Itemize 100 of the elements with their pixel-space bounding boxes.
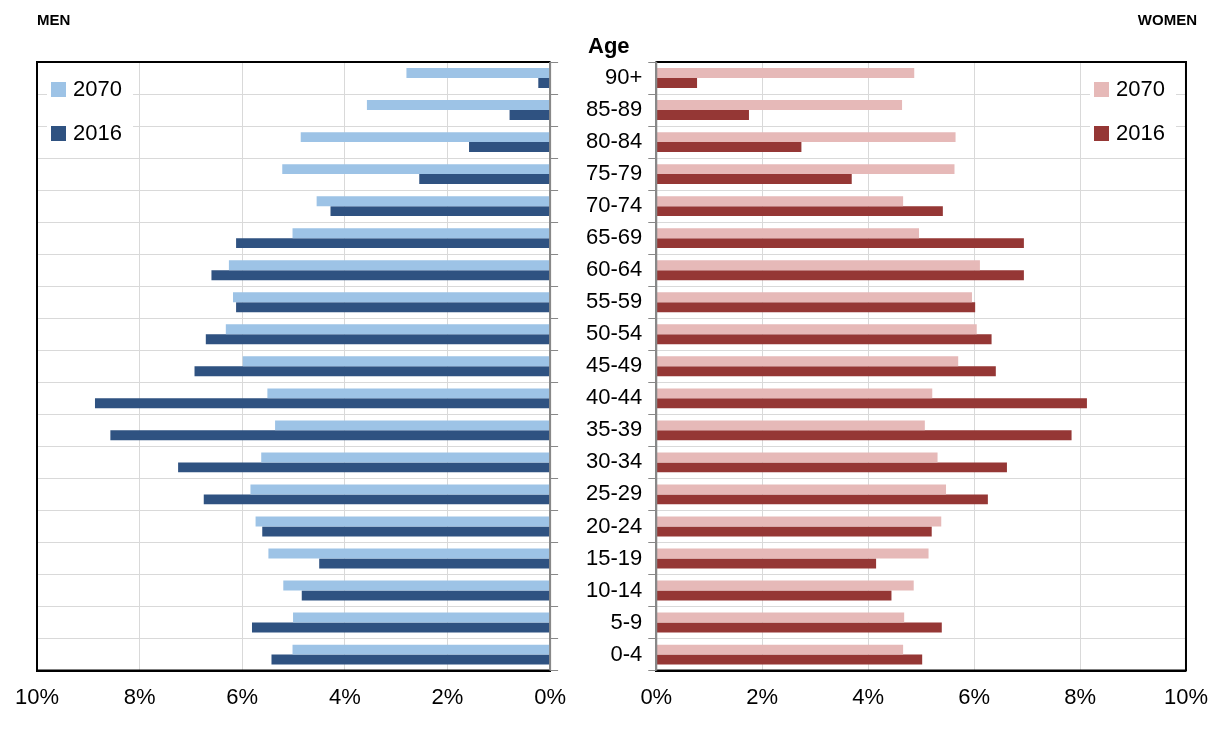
- bar: [656, 68, 915, 79]
- bar: [656, 78, 698, 88]
- x-tick-label: 6%: [226, 683, 259, 709]
- y-tick-label: 75-79: [585, 160, 643, 186]
- legend-label: 2070: [1115, 76, 1165, 102]
- bar: [656, 174, 852, 185]
- x-tick-label: 0%: [534, 683, 566, 709]
- bar: [255, 516, 550, 527]
- x-tick-label: 2%: [431, 683, 464, 709]
- bar: [656, 580, 914, 591]
- bar: [656, 558, 877, 569]
- bar: [656, 462, 1007, 473]
- bar: [656, 452, 938, 463]
- y-tick-label: 80-84: [585, 128, 643, 154]
- legend-label: 2016: [1115, 120, 1165, 146]
- bar: [366, 100, 550, 111]
- y-tick-label: 20-24: [585, 512, 643, 538]
- y-tick-label: 65-69: [585, 224, 643, 250]
- bar: [267, 388, 550, 399]
- bar: [316, 196, 550, 207]
- legend-label: 2016: [73, 120, 122, 146]
- bar: [319, 558, 550, 569]
- bar: [656, 142, 802, 153]
- bar: [330, 206, 550, 217]
- bar: [282, 164, 550, 175]
- bar: [301, 590, 550, 601]
- bar: [251, 622, 550, 633]
- bar: [205, 334, 550, 345]
- y-tick-label: 55-59: [585, 288, 643, 314]
- y-tick-label: 30-34: [585, 448, 643, 474]
- bar: [656, 644, 904, 655]
- bar: [656, 270, 1024, 281]
- y-tick-label: 50-54: [585, 320, 643, 346]
- y-axis-title: Age: [588, 33, 630, 59]
- bar: [656, 612, 905, 623]
- bar: [656, 622, 942, 633]
- bar: [271, 654, 550, 665]
- bar: [225, 324, 550, 335]
- x-tick-label: 2%: [746, 683, 779, 709]
- x-tick-label: 10%: [14, 683, 60, 709]
- bar: [292, 644, 550, 655]
- y-tick-label: 60-64: [585, 256, 643, 282]
- x-tick-label: 6%: [958, 683, 990, 709]
- bar: [656, 292, 972, 303]
- bar: [94, 398, 550, 409]
- bar: [419, 174, 550, 185]
- bar: [178, 462, 550, 473]
- bar: [268, 548, 550, 559]
- bar: [293, 612, 550, 623]
- bar: [656, 548, 929, 559]
- bar: [203, 494, 550, 505]
- bar: [261, 452, 550, 463]
- bar: [656, 100, 903, 111]
- bar: [656, 206, 943, 217]
- bar: [292, 228, 550, 239]
- y-tick-label: 5-9: [610, 608, 643, 634]
- y-tick-label: 70-74: [585, 192, 643, 218]
- bar: [656, 388, 933, 399]
- bar: [283, 580, 550, 591]
- bar: [656, 420, 925, 431]
- bar: [538, 78, 550, 88]
- bar: [656, 516, 942, 527]
- bar: [656, 654, 923, 665]
- y-tick-label: 15-19: [585, 544, 643, 570]
- x-tick-label: 4%: [328, 683, 361, 709]
- bar: [236, 238, 550, 249]
- bar: [406, 68, 550, 79]
- bar: [242, 356, 550, 367]
- bar: [656, 334, 992, 345]
- bar: [656, 324, 977, 335]
- x-tick-label: 8%: [123, 683, 156, 709]
- y-tick-label: 0-4: [610, 640, 643, 666]
- bar: [509, 110, 550, 120]
- bar: [656, 526, 932, 537]
- bar: [656, 302, 976, 313]
- bar: [656, 494, 988, 505]
- x-tick-label: 8%: [1064, 683, 1096, 709]
- bar: [469, 142, 550, 153]
- bar: [250, 484, 550, 495]
- y-tick-label: 45-49: [585, 352, 643, 378]
- bar: [656, 356, 959, 367]
- bar: [656, 484, 947, 495]
- bar: [656, 228, 920, 239]
- chart-title: MEN: [37, 11, 71, 29]
- bar: [656, 132, 956, 143]
- bar: [656, 366, 996, 377]
- bar: [656, 164, 955, 175]
- bar: [110, 430, 550, 441]
- bar: [262, 526, 550, 537]
- bar: [194, 366, 550, 377]
- bar: [233, 292, 550, 303]
- x-tick-label: 10%: [1163, 683, 1209, 709]
- bar: [656, 398, 1087, 409]
- y-tick-label: 10-14: [585, 576, 643, 602]
- y-tick-label: 90+: [604, 64, 643, 90]
- bar: [275, 420, 550, 431]
- bar: [656, 590, 892, 601]
- x-tick-label: 0%: [640, 683, 673, 709]
- y-tick-label: 85-89: [585, 96, 643, 122]
- y-tick-label: 40-44: [585, 384, 643, 410]
